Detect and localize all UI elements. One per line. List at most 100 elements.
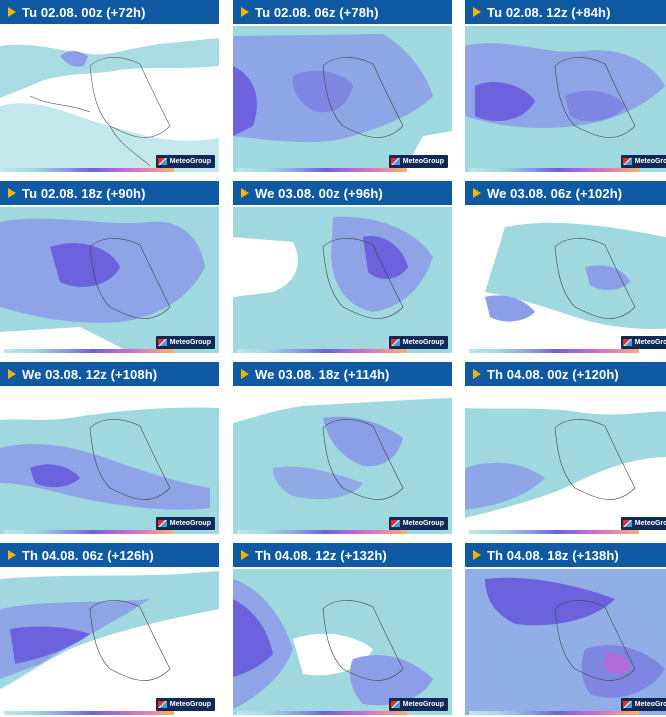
logo-text: MeteoGroup <box>402 701 444 708</box>
precipitation-colorbar <box>469 168 639 172</box>
map-graphic <box>0 569 219 715</box>
forecast-panel-7[interactable]: We 03.08. 12z (+108h) MeteoGroup <box>0 362 219 534</box>
map-graphic <box>0 388 219 534</box>
forecast-panel-3[interactable]: Tu 02.08. 12z (+84h) MeteoGroup <box>465 0 666 172</box>
play-icon <box>473 369 481 379</box>
panel-header[interactable]: Tu 02.08. 12z (+84h) <box>465 0 666 24</box>
precipitation-map[interactable]: MeteoGroup <box>465 569 666 715</box>
precipitation-map[interactable]: MeteoGroup <box>233 26 452 172</box>
panel-title: Th 04.08. 12z (+132h) <box>255 547 387 563</box>
panel-header[interactable]: We 03.08. 12z (+108h) <box>0 362 219 386</box>
meteogroup-logo-mark <box>622 701 632 708</box>
meteogroup-logo: MeteoGroup <box>620 698 666 711</box>
forecast-panel-12[interactable]: Th 04.08. 18z (+138h) MeteoGroup <box>465 543 666 715</box>
meteogroup-logo: MeteoGroup <box>388 517 448 530</box>
logo-text: MeteoGroup <box>169 158 211 165</box>
precipitation-colorbar <box>4 168 174 172</box>
play-icon <box>8 188 16 198</box>
meteogroup-logo: MeteoGroup <box>388 336 448 349</box>
forecast-panel-6[interactable]: We 03.08. 06z (+102h) MeteoGroup <box>465 181 666 353</box>
meteogroup-logo-mark <box>157 520 167 527</box>
precipitation-colorbar <box>4 530 174 534</box>
precipitation-map[interactable]: MeteoGroup <box>233 388 452 534</box>
meteogroup-logo: MeteoGroup <box>155 336 215 349</box>
panel-header[interactable]: Th 04.08. 18z (+138h) <box>465 543 666 567</box>
panel-title: Tu 02.08. 06z (+78h) <box>255 4 379 20</box>
forecast-panel-2[interactable]: Tu 02.08. 06z (+78h) MeteoGroup <box>233 0 452 172</box>
panel-title: We 03.08. 06z (+102h) <box>487 185 623 201</box>
play-icon <box>473 188 481 198</box>
panel-title: Tu 02.08. 18z (+90h) <box>22 185 146 201</box>
precipitation-colorbar <box>237 349 407 353</box>
panel-title: Th 04.08. 18z (+138h) <box>487 547 619 563</box>
meteogroup-logo-mark <box>622 339 632 346</box>
logo-text: MeteoGroup <box>634 701 666 708</box>
meteogroup-logo-mark <box>390 701 400 708</box>
panel-header[interactable]: Th 04.08. 06z (+126h) <box>0 543 219 567</box>
panel-header[interactable]: Tu 02.08. 06z (+78h) <box>233 0 452 24</box>
forecast-panel-8[interactable]: We 03.08. 18z (+114h) MeteoGroup <box>233 362 452 534</box>
play-icon <box>8 550 16 560</box>
map-graphic <box>465 207 666 353</box>
meteogroup-logo-mark <box>390 339 400 346</box>
panel-header[interactable]: Tu 02.08. 18z (+90h) <box>0 181 219 205</box>
precipitation-map[interactable]: MeteoGroup <box>465 207 666 353</box>
panel-header[interactable]: Tu 02.08. 00z (+72h) <box>0 0 219 24</box>
precipitation-map[interactable]: MeteoGroup <box>0 207 219 353</box>
play-icon <box>8 369 16 379</box>
logo-text: MeteoGroup <box>169 701 211 708</box>
logo-text: MeteoGroup <box>169 339 211 346</box>
precipitation-map[interactable]: MeteoGroup <box>0 26 219 172</box>
precipitation-map[interactable]: MeteoGroup <box>0 569 219 715</box>
play-icon <box>241 550 249 560</box>
precipitation-map[interactable]: MeteoGroup <box>233 569 452 715</box>
forecast-panel-5[interactable]: We 03.08. 00z (+96h) MeteoGroup <box>233 181 452 353</box>
play-icon <box>241 188 249 198</box>
meteogroup-logo-mark <box>390 158 400 165</box>
panel-title: Th 04.08. 06z (+126h) <box>22 547 154 563</box>
precipitation-map[interactable]: MeteoGroup <box>465 26 666 172</box>
logo-text: MeteoGroup <box>634 339 666 346</box>
panel-title: Tu 02.08. 12z (+84h) <box>487 4 611 20</box>
play-icon <box>473 7 481 17</box>
map-graphic <box>233 26 452 172</box>
panel-header[interactable]: Th 04.08. 12z (+132h) <box>233 543 452 567</box>
forecast-panel-9[interactable]: Th 04.08. 00z (+120h) MeteoGroup <box>465 362 666 534</box>
forecast-panel-10[interactable]: Th 04.08. 06z (+126h) MeteoGroup <box>0 543 219 715</box>
meteogroup-logo: MeteoGroup <box>620 155 666 168</box>
logo-text: MeteoGroup <box>169 520 211 527</box>
panel-header[interactable]: Th 04.08. 00z (+120h) <box>465 362 666 386</box>
map-graphic <box>465 569 666 715</box>
map-graphic <box>0 207 219 353</box>
meteogroup-logo-mark <box>157 701 167 708</box>
map-graphic <box>0 26 219 172</box>
precipitation-colorbar <box>237 168 407 172</box>
panel-header[interactable]: We 03.08. 00z (+96h) <box>233 181 452 205</box>
precipitation-map[interactable]: MeteoGroup <box>465 388 666 534</box>
panel-title: We 03.08. 18z (+114h) <box>255 366 390 382</box>
meteogroup-logo: MeteoGroup <box>388 155 448 168</box>
panel-title: We 03.08. 12z (+108h) <box>22 366 158 382</box>
precipitation-colorbar <box>237 530 407 534</box>
panel-title: Th 04.08. 00z (+120h) <box>487 366 619 382</box>
panel-header[interactable]: We 03.08. 06z (+102h) <box>465 181 666 205</box>
precipitation-map[interactable]: MeteoGroup <box>0 388 219 534</box>
play-icon <box>473 550 481 560</box>
panel-header[interactable]: We 03.08. 18z (+114h) <box>233 362 452 386</box>
precipitation-colorbar <box>4 349 174 353</box>
precipitation-colorbar <box>469 711 639 715</box>
forecast-panel-11[interactable]: Th 04.08. 12z (+132h) MeteoGroup <box>233 543 452 715</box>
forecast-panel-4[interactable]: Tu 02.08. 18z (+90h) MeteoGroup <box>0 181 219 353</box>
meteogroup-logo-mark <box>390 520 400 527</box>
logo-text: MeteoGroup <box>402 520 444 527</box>
forecast-panel-1[interactable]: Tu 02.08. 00z (+72h) MeteoGroup <box>0 0 219 172</box>
logo-text: MeteoGroup <box>402 158 444 165</box>
meteogroup-logo: MeteoGroup <box>155 155 215 168</box>
precipitation-map[interactable]: MeteoGroup <box>233 207 452 353</box>
meteogroup-logo: MeteoGroup <box>388 698 448 711</box>
map-graphic <box>233 388 452 534</box>
map-graphic <box>465 26 666 172</box>
meteogroup-logo: MeteoGroup <box>620 517 666 530</box>
precipitation-colorbar <box>469 349 639 353</box>
